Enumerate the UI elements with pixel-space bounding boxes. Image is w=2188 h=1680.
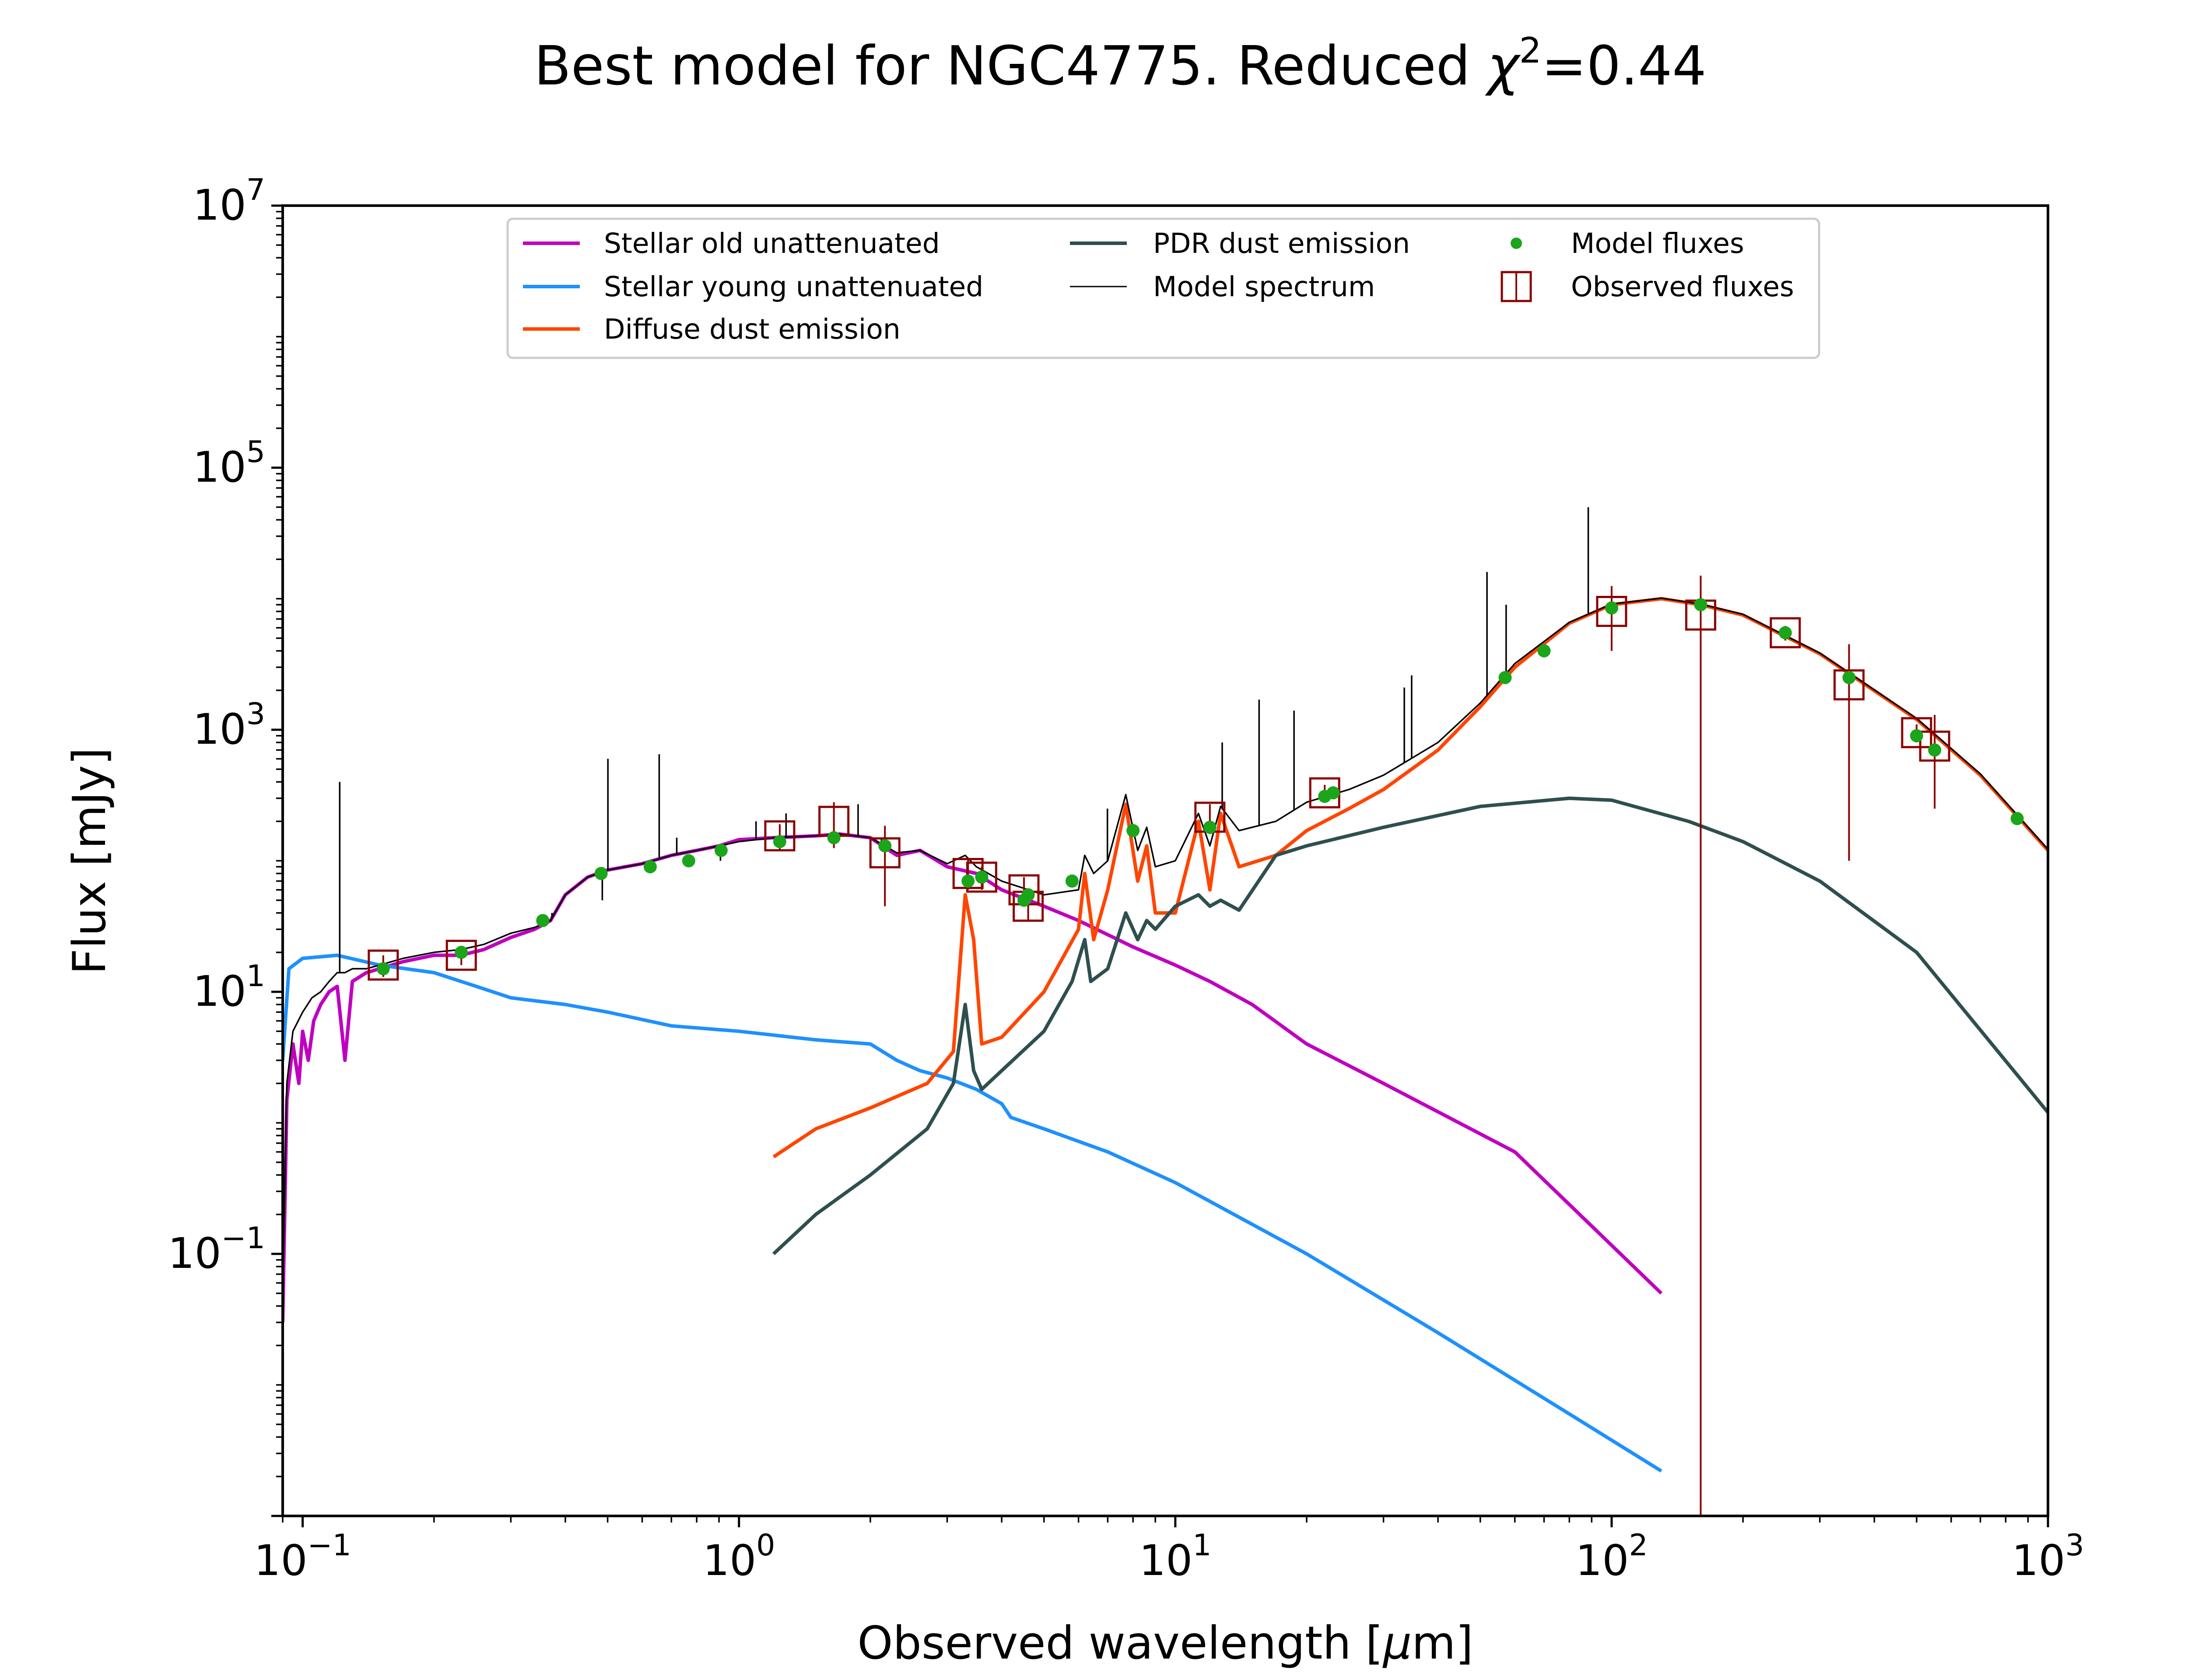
model-flux-point xyxy=(643,860,657,874)
x-tick-label: 100 xyxy=(703,1528,775,1585)
observed-flux-point xyxy=(368,949,399,981)
legend-box xyxy=(506,217,1820,359)
model-flux-point xyxy=(2010,812,2024,825)
model-flux-point xyxy=(1694,598,1708,612)
model-flux-point xyxy=(594,867,608,880)
observed-flux-point xyxy=(1919,730,1950,762)
legend-label-model-spectrum: Model spectrum xyxy=(1153,271,1375,303)
model-flux-point xyxy=(1498,671,1512,684)
legend-label-pdr-dust: PDR dust emission xyxy=(1153,228,1410,259)
legend-label-observed-fluxes: Observed fluxes xyxy=(1571,271,1794,303)
x-tick-label: 103 xyxy=(2012,1528,2084,1585)
model-flux-point xyxy=(1910,729,1923,742)
model-flux-point xyxy=(1537,644,1551,658)
y-tick-label: 105 xyxy=(193,435,265,492)
model-flux-point xyxy=(682,854,695,868)
model-flux-point xyxy=(455,945,468,959)
x-tick-label: 10−1 xyxy=(254,1528,351,1585)
model-flux-point xyxy=(1065,874,1079,888)
model-flux-point xyxy=(1203,821,1217,834)
model-flux-point xyxy=(536,914,550,928)
y-tick-label: 107 xyxy=(193,173,265,230)
model-flux-point xyxy=(827,831,841,844)
y-tick-label: 101 xyxy=(193,959,265,1016)
series-line-pdr-dust-emission xyxy=(772,796,2048,1255)
model-flux-point xyxy=(961,874,975,888)
y-tick-label: 10−1 xyxy=(168,1221,265,1278)
model-flux-point xyxy=(1778,626,1792,640)
title-chi-value: =0.44 xyxy=(1542,35,1707,98)
title-main: Best model for NGC4775. Reduced xyxy=(534,35,1487,98)
legend-label-stellar-old: Stellar old unattenuated xyxy=(604,228,940,259)
model-flux-point xyxy=(1326,786,1340,800)
legend-label-diffuse-dust: Diffuse dust emission xyxy=(604,313,901,345)
observed-flux-point xyxy=(764,820,796,851)
model-flux-point xyxy=(1021,888,1035,902)
model-flux-point xyxy=(975,870,989,884)
model-flux-point xyxy=(1842,671,1856,684)
model-flux-point xyxy=(1928,743,1942,757)
legend-swatch-model-fluxes xyxy=(1511,238,1522,249)
model-flux-point xyxy=(714,844,728,857)
observed-flux-point xyxy=(1770,617,1801,648)
title-chi-exponent: 2 xyxy=(1519,30,1542,71)
x-tick-label: 101 xyxy=(1139,1528,1211,1585)
x-tick-label: 102 xyxy=(1575,1528,1648,1585)
observed-flux-point xyxy=(1596,596,1627,627)
chart-title: Best model for NGC4775. Reduced χ2=0.44 xyxy=(534,30,1707,98)
legend: Stellar old unattenuated Stellar young u… xyxy=(506,217,1820,359)
model-flux-point xyxy=(376,962,390,976)
y-axis-label: Flux [mJy] xyxy=(63,748,116,975)
observed-flux-point xyxy=(869,837,901,868)
y-tick-label: 103 xyxy=(193,697,265,754)
model-flux-point xyxy=(1605,601,1618,615)
observed-flux-point xyxy=(445,940,477,971)
ticks-layer: 10−1 100 101 102 103 10−1 101 103 105 107 xyxy=(168,173,2084,1585)
model-flux-point xyxy=(878,839,892,853)
legend-label-stellar-young: Stellar young unattenuated xyxy=(604,271,983,303)
markers-layer xyxy=(368,575,2024,1516)
observed-flux-point xyxy=(1833,669,1865,700)
x-axis-label: Observed wavelength [μm] xyxy=(857,1617,1473,1670)
legend-label-model-fluxes: Model fluxes xyxy=(1571,228,1744,259)
model-flux-point xyxy=(1126,824,1140,837)
model-flux-point xyxy=(773,835,786,848)
title-chi-symbol: χ xyxy=(1485,35,1521,98)
